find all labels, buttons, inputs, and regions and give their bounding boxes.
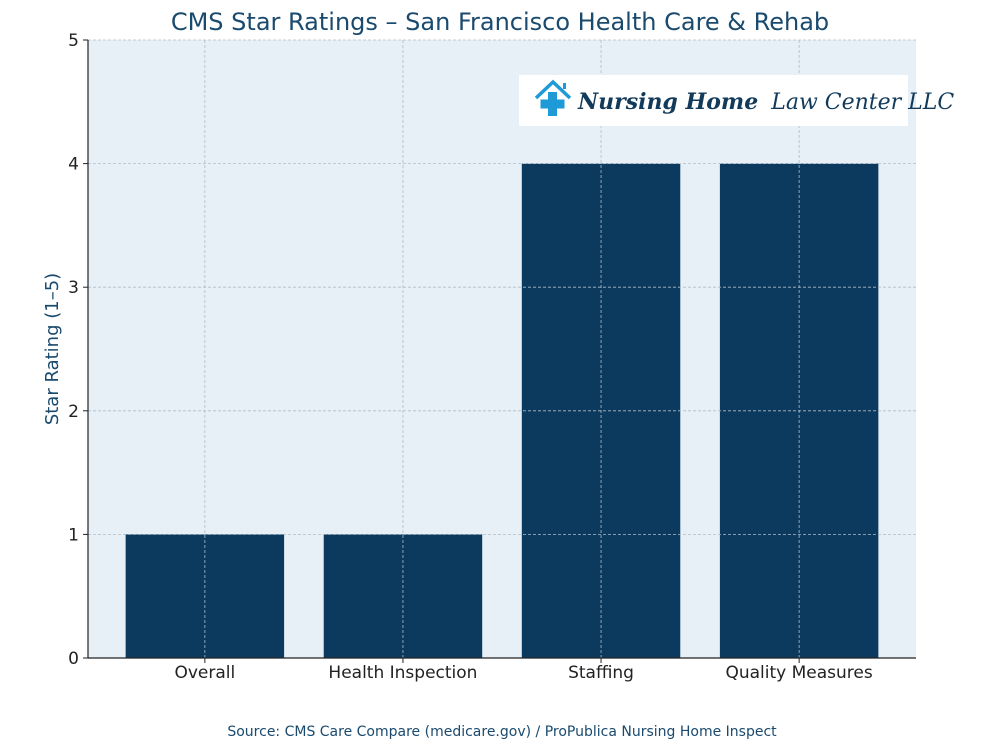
- chart-title: CMS Star Ratings – San Francisco Health …: [171, 8, 829, 36]
- y-tick-label: 1: [68, 525, 79, 545]
- house-cross-icon: [534, 79, 572, 116]
- x-tick-label: Staffing: [568, 663, 634, 683]
- y-tick-label: 5: [68, 31, 79, 51]
- logo-text-regular: Law Center LLC: [770, 90, 954, 115]
- x-tick-label: Health Inspection: [328, 663, 477, 683]
- x-tick-label: Overall: [174, 663, 235, 683]
- svg-text:Nursing Home Law Center: Nursing Home Law Center LLC: [577, 89, 954, 115]
- source-note: Source: CMS Care Compare (medicare.gov) …: [227, 724, 777, 740]
- logo-text-bold: Nursing Home: [577, 89, 758, 115]
- logo: Nursing Home Law Center LLC: [519, 75, 954, 126]
- y-tick-label: 2: [68, 402, 79, 422]
- y-tick-label: 4: [68, 155, 79, 175]
- y-tick-label: 3: [68, 278, 79, 298]
- y-tick-label: 0: [68, 649, 79, 669]
- y-axis-label: Star Rating (1–5): [42, 273, 63, 425]
- x-tick-label: Quality Measures: [725, 663, 872, 683]
